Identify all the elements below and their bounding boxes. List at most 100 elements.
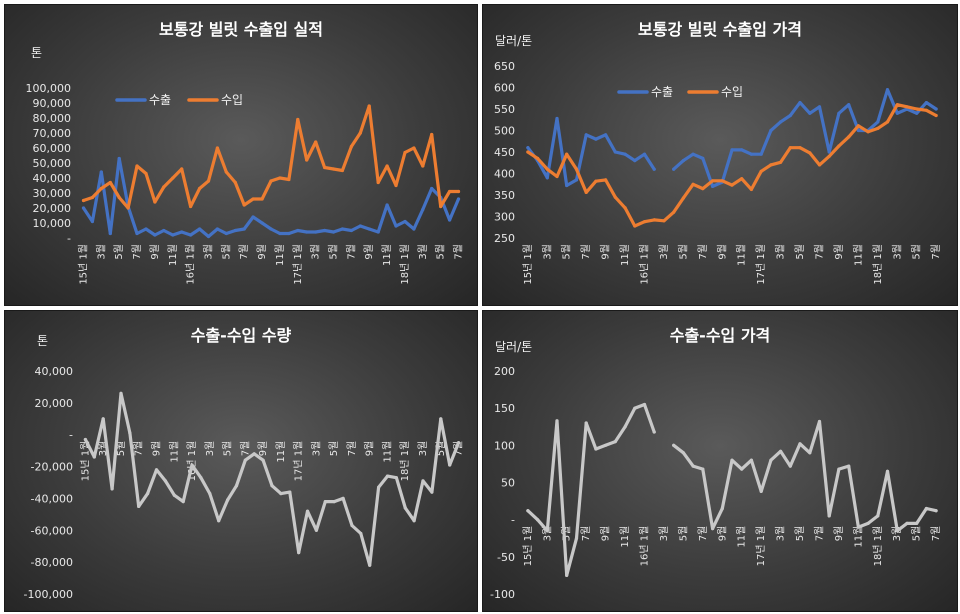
x-tick-label: 7월 [930,244,942,260]
data-point [146,492,150,496]
data-point [720,506,724,511]
data-point [779,160,783,164]
y-tick-label: 200 [494,365,515,378]
y-axis-unit: 달러/톤 [495,34,532,48]
data-point [856,525,860,529]
data-point [137,504,141,508]
data-point [798,101,802,105]
y-tick-label: - [69,429,73,442]
data-point [672,210,676,214]
data-point [798,442,802,446]
x-tick-label: 11월 [852,244,864,266]
data-point [412,519,416,523]
data-point [163,479,167,483]
data-point [403,150,407,155]
data-point [90,195,94,200]
x-tick-label: 3월 [891,244,903,260]
data-point [314,230,318,234]
data-point [565,573,569,577]
data-point [439,204,443,209]
data-point [288,490,292,494]
x-tick-label: 5월 [222,441,234,457]
data-point [847,103,851,107]
x-tick-label: 9월 [363,244,375,260]
data-point [749,458,753,462]
x-tick-label: 7월 [238,244,250,260]
x-tick-label: 9월 [151,441,163,457]
chart-title: 수출-수입 가격 [670,326,771,345]
data-point [260,221,264,225]
data-point [526,150,530,154]
export-import-price-panel: 보통강 빌릿 수출입 가격 달러/톤 250 300 350 400 450 500 550 60… [482,4,958,306]
data-point [924,108,928,112]
x-tick-label: 18년 1월 [872,244,884,285]
x-tick-label: 11월 [619,526,631,548]
x-tick-label: 18년 1월 [399,441,411,482]
data-point [421,164,425,168]
data-point [117,156,121,161]
y-tick-label: 50,000 [33,157,72,170]
x-tick-label: 11월 [167,244,179,266]
data-point [340,227,344,231]
x-tick-label: 3월 [417,244,429,260]
chart-title: 보통강 빌릿 수출입 실적 [159,20,323,39]
x-tick-label: 7월 [697,244,709,260]
data-point [305,230,309,234]
x-tick-label: 5월 [561,244,573,260]
y-tick-label: 550 [494,103,515,116]
data-point [924,506,928,511]
data-point [594,137,598,141]
x-tick-label: 9월 [149,244,161,260]
x-tick-label: 17년 1월 [292,244,304,285]
data-point [652,167,656,171]
data-point [876,514,880,518]
data-point [827,514,831,518]
series-line-diff [672,419,938,533]
data-point [83,437,87,442]
data-point [296,117,300,122]
data-point [769,163,773,167]
data-point [206,179,211,183]
data-point [681,451,685,455]
data-point [135,164,139,168]
data-point [574,167,579,171]
data-point [430,132,434,137]
data-point [456,197,461,201]
data-point [847,464,851,468]
data-point [206,234,211,239]
data-point [92,455,96,459]
export-import-volume-panel: 보통강 빌릿 수출입 실적 톤 - 10,000 20,000 30,000 40,000 5… [4,4,478,306]
data-point [287,177,291,182]
data-point [144,227,148,231]
x-tick-label: 9월 [833,244,845,260]
data-point [403,506,407,510]
x-tick-label: 17년 1월 [293,441,305,482]
data-point [604,133,608,137]
data-point [341,496,345,500]
data-point [905,105,909,109]
x-tick-label: 9월 [257,441,269,457]
data-point [604,178,608,182]
data-point [181,500,185,504]
data-point [623,206,627,210]
data-point [876,120,880,124]
data-point [287,231,291,236]
data-point [934,113,938,118]
x-tick-label: 17년 1월 [755,244,767,285]
data-point [394,183,398,188]
data-point [769,458,773,462]
data-point [189,204,193,209]
data-point [759,489,763,493]
data-point [691,152,695,156]
data-point [448,218,452,222]
data-point [584,190,588,194]
data-point [456,189,461,194]
y-tick-label: 500 [494,125,515,138]
x-tick-label: 5월 [328,244,340,260]
x-tick-label: 7월 [580,244,592,260]
data-point [691,464,695,468]
data-point [662,219,666,223]
data-point [340,168,344,173]
data-point [385,474,390,478]
x-tick-label: 5월 [328,441,340,457]
